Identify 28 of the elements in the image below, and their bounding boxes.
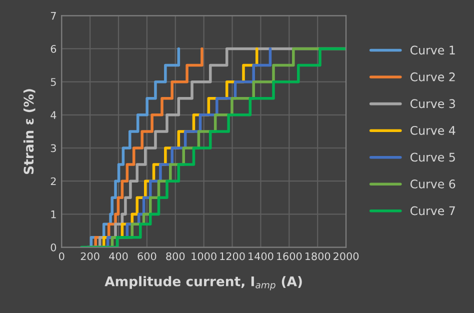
x-tick-label: 200: [80, 252, 100, 260]
legend-label: Curve 6: [410, 180, 456, 188]
x-axis-title: Amplitude current, I$_{amp}$ (A): [104, 276, 302, 290]
y-axis-title: Strain ε (%): [23, 89, 36, 174]
x-tick-label: 800: [166, 252, 185, 260]
legend-label: Curve 4: [410, 126, 456, 135]
y-tick-label: 1: [51, 210, 56, 218]
x-tick-label: 400: [109, 252, 128, 260]
x-tick-label: 2000: [334, 252, 359, 260]
x-tick-label: 600: [138, 252, 156, 260]
x-tick-label: 0: [58, 252, 64, 260]
legend-label: Curve 7: [410, 206, 455, 216]
x-tick-label: 1000: [192, 252, 216, 260]
y-tick-label: 7: [50, 12, 56, 20]
y-tick-label: 6: [50, 44, 56, 53]
x-tick-label: 1400: [248, 252, 274, 260]
legend-label: Curve 5: [410, 152, 455, 162]
y-tick-label: 4: [50, 111, 56, 119]
y-tick-label: 5: [50, 78, 56, 86]
legend-label: Curve 1: [410, 46, 455, 55]
legend-label: Curve 3: [410, 99, 455, 108]
y-tick-label: 0: [50, 243, 56, 252]
y-tick-label: 3: [50, 144, 56, 152]
x-tick-label: 1800: [305, 252, 330, 260]
x-tick-label: 1600: [277, 252, 302, 260]
x-tick-label: 1200: [220, 252, 245, 260]
y-tick-label: 2: [50, 177, 56, 186]
legend-label: Curve 2: [410, 72, 455, 82]
